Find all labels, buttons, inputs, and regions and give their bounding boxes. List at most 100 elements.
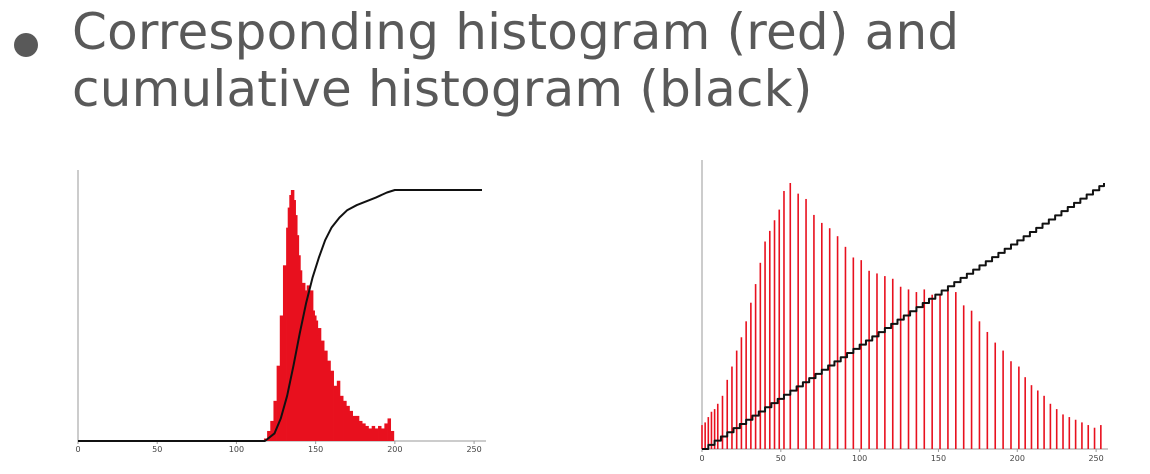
left-histogram-bar: [333, 385, 338, 441]
right-histogram-bar: [955, 292, 957, 449]
right-histogram-bar: [754, 284, 757, 449]
left-histogram-bar: [390, 430, 395, 441]
left-x-tick-label: 100: [229, 445, 244, 454]
right-histogram-bar: [778, 209, 781, 449]
right-histogram-bar: [1002, 350, 1004, 449]
right-histogram-bar: [731, 366, 733, 449]
right-histogram-bar: [868, 270, 870, 449]
bullet-line-1: Corresponding histogram (red) and: [72, 3, 960, 61]
left-histogram-bar: [381, 428, 385, 441]
right-histogram-bar: [931, 294, 933, 449]
right-cumulative-line: [702, 183, 1105, 450]
left-histogram-bar: [359, 420, 363, 441]
right-histogram-bar: [1018, 366, 1020, 449]
left-histogram-bar: [374, 428, 379, 441]
left-histogram-bar: [343, 400, 347, 441]
right-histogram-bar: [797, 193, 799, 449]
right-x-tick-label: 50: [776, 454, 786, 463]
left-histogram-bar: [336, 380, 341, 441]
left-histogram-bar: [273, 400, 277, 441]
left-histogram-bar: [349, 410, 353, 441]
left-histogram-bar: [267, 430, 271, 441]
right-histogram-bar: [994, 342, 997, 449]
bullet-line-2: cumulative histogram (black): [72, 60, 813, 118]
right-histogram-bar: [1093, 427, 1096, 449]
left-histogram-bar: [378, 425, 382, 441]
right-histogram-bar: [986, 331, 989, 449]
right-histogram-bar: [773, 220, 776, 449]
right-histogram-bar: [726, 379, 729, 449]
right-histogram-bar: [1081, 422, 1083, 449]
left-x-tick-label: 0: [75, 445, 80, 454]
right-histogram-bar: [735, 350, 738, 449]
right-histogram-bar: [704, 422, 706, 449]
right-histogram-bar: [707, 417, 710, 449]
right-histogram-bar: [745, 321, 747, 449]
right-histogram-bar: [805, 198, 807, 449]
right-histogram-bar: [836, 236, 839, 449]
left-histogram-bar: [384, 423, 388, 441]
left-histogram-bar: [276, 365, 281, 441]
right-histogram-bar: [923, 289, 926, 449]
left-histogram-bar: [355, 415, 360, 441]
right-x-tick-label: 0: [699, 454, 704, 463]
bullet-dot: [14, 33, 38, 57]
right-histogram-bar: [899, 286, 902, 449]
left-histogram-bar: [279, 315, 284, 441]
left-histogram-bar: [387, 418, 392, 441]
right-histogram-bar: [915, 292, 918, 449]
left-x-tick-label: 250: [466, 445, 481, 454]
right-histogram-bar: [764, 241, 766, 449]
right-histogram-bar: [813, 214, 815, 449]
right-histogram-bar: [1010, 361, 1012, 449]
left-histogram-bar: [368, 428, 372, 441]
right-histogram-bar: [891, 278, 894, 449]
right-histogram-bar: [701, 425, 703, 449]
right-histogram-bar: [1100, 425, 1102, 449]
right-histogram-bar: [1074, 419, 1077, 449]
left-histogram-bar: [362, 423, 366, 441]
right-histogram-bar: [828, 228, 831, 449]
right-histogram-bar: [844, 246, 847, 449]
right-histogram-bar: [783, 190, 785, 450]
right-histogram-bar: [907, 289, 910, 449]
right-histogram-bar: [821, 222, 823, 449]
right-histogram-bar: [768, 230, 771, 449]
right-histogram-bar: [1036, 390, 1039, 449]
right-histogram-bar: [789, 183, 792, 449]
bullet-row: Corresponding histogram (red) and cumula…: [14, 4, 959, 118]
left-histogram-bar: [339, 395, 344, 441]
right-histogram-bar: [884, 276, 886, 449]
right-histogram-bar: [876, 273, 878, 449]
right-histogram-bar: [947, 289, 949, 449]
right-histogram-bar: [962, 305, 965, 449]
left-histogram-bar: [330, 370, 334, 441]
right-histogram-bar: [721, 395, 724, 449]
right-histogram-bar: [1049, 403, 1052, 449]
left-x-tick-label: 50: [152, 445, 162, 454]
right-x-tick-label: 100: [852, 454, 867, 463]
right-histogram-bar: [1055, 409, 1058, 449]
right-histogram-bar: [1043, 395, 1045, 449]
right-histogram-bar: [759, 262, 762, 449]
left-x-tick-label: 150: [308, 445, 323, 454]
right-histogram-bar: [740, 337, 743, 449]
left-histogram-bar: [365, 425, 369, 441]
right-histogram-bar: [1024, 377, 1026, 449]
left-cumulative-line: [78, 189, 482, 442]
right-histogram-bar: [1062, 414, 1064, 449]
left-histogram-bar: [282, 265, 287, 441]
right-histogram-bar: [978, 321, 981, 449]
left-histogram-bar: [352, 415, 357, 441]
right-histogram-bar: [860, 260, 863, 449]
left-histogram-bar: [371, 425, 376, 441]
right-x-tick-label: 250: [1088, 454, 1103, 463]
right-x-tick-label: 200: [1010, 454, 1025, 463]
right-x-tick-label: 150: [931, 454, 946, 463]
right-histogram-bar: [970, 310, 973, 449]
right-histogram-bar: [1030, 385, 1033, 449]
right-histogram-bar: [710, 411, 713, 449]
right-histogram-bar: [716, 403, 719, 449]
